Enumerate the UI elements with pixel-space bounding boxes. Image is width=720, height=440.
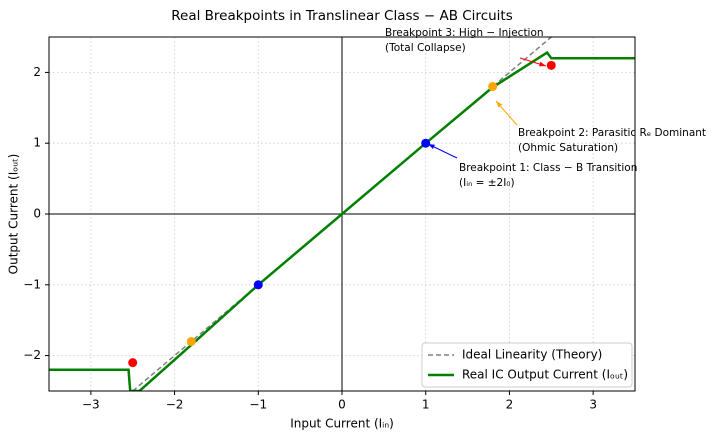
x-tick-label: −1 bbox=[249, 398, 267, 412]
annotation-text: Breakpoint 3: High − Injection bbox=[385, 27, 544, 39]
x-tick-label: 0 bbox=[338, 398, 346, 412]
plot-area bbox=[49, 37, 635, 391]
y-axis-label: Output Current (Iₒᵤₜ) bbox=[7, 154, 21, 275]
x-tick-label: 1 bbox=[422, 398, 430, 412]
y-tick-label: 2 bbox=[33, 65, 41, 79]
x-axis-label: Input Current (Iᵢₙ) bbox=[290, 417, 394, 431]
plot-frame bbox=[48, 36, 636, 392]
y-tick-label: −2 bbox=[23, 348, 41, 362]
marker bbox=[546, 60, 556, 70]
chart-title: Real Breakpoints in Translinear Class − … bbox=[171, 8, 513, 24]
legend-label: Ideal Linearity (Theory) bbox=[462, 348, 602, 362]
annotation-text: (Total Collapse) bbox=[385, 42, 466, 54]
legend-box bbox=[421, 342, 633, 388]
annotation-arrowhead bbox=[539, 61, 546, 67]
marker bbox=[186, 336, 196, 346]
annotation-arrowhead bbox=[428, 144, 435, 150]
annotation-text: (Ohmic Saturation) bbox=[518, 142, 618, 154]
y-tick-label: 0 bbox=[33, 207, 41, 221]
annotation-text: Breakpoint 2: Parasitic Rₑ Dominant bbox=[518, 127, 706, 139]
x-tick-label: 2 bbox=[506, 398, 514, 412]
y-tick-label: −1 bbox=[23, 277, 41, 291]
series-line bbox=[49, 50, 635, 391]
annotation-arrowhead bbox=[496, 101, 503, 108]
legend-label: Real IC Output Current (Iₒᵤₜ) bbox=[462, 368, 628, 382]
x-tick-label: −3 bbox=[82, 398, 100, 412]
marker bbox=[421, 138, 431, 148]
annotation-text: (Iᵢₙ = ±2I₀) bbox=[459, 177, 515, 189]
marker bbox=[128, 358, 138, 368]
marker bbox=[488, 82, 498, 92]
x-tick-label: 3 bbox=[589, 398, 597, 412]
y-tick-label: 1 bbox=[33, 136, 41, 150]
annotation-text: Breakpoint 1: Class − B Transition bbox=[459, 162, 637, 174]
x-tick-label: −2 bbox=[166, 398, 184, 412]
marker bbox=[253, 280, 263, 290]
